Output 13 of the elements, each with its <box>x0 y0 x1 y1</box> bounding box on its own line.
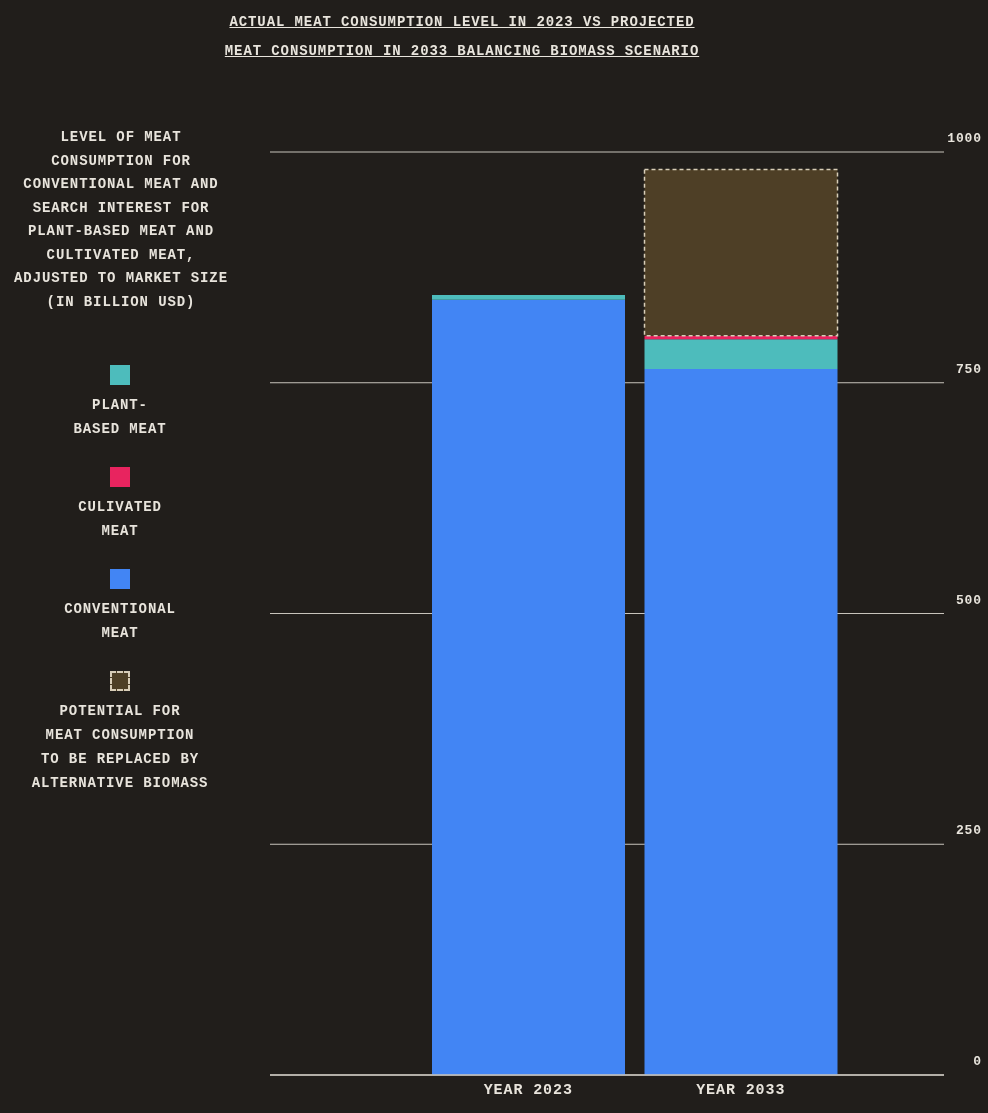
y-tick-label: 250 <box>955 823 982 839</box>
y-tick-label: 750 <box>955 361 982 377</box>
y-tick-label: 500 <box>955 592 982 608</box>
chart-title: ACTUAL MEAT CONSUMPTION LEVEL IN 2023 VS PROJECTED MEAT CONSUMPTION IN 2033 BALANCING BIOMASS SCENARIO <box>223 13 701 61</box>
legend-label: CONVENTIONAL MEAT <box>63 600 177 643</box>
y-tick-label: 0 <box>973 1054 982 1069</box>
legend-label: PLANT-BASED MEAT <box>72 396 168 439</box>
x-tick-label: YEAR 2023 <box>483 1081 573 1099</box>
y-axis-title: LEVEL OF MEAT CONSUMPTION FOR CONVENTIONAL MEAT AND SEARCH INTEREST FOR PLANT-BASED MEAT AND CULTIVATED MEAT, ADJUSTED TO MARKET SIZE (IN BILLION USD) <box>13 128 229 312</box>
y-tick-label: 1000 <box>947 131 982 146</box>
legend-label: CULIVATED MEAT <box>77 498 163 541</box>
legend-label: POTENTIAL FOR MEAT CONSUMPTION TO BE REPLACED BY ALTERNATIVE BIOMASS <box>30 702 210 793</box>
x-tick-label: YEAR 2033 <box>696 1081 786 1099</box>
